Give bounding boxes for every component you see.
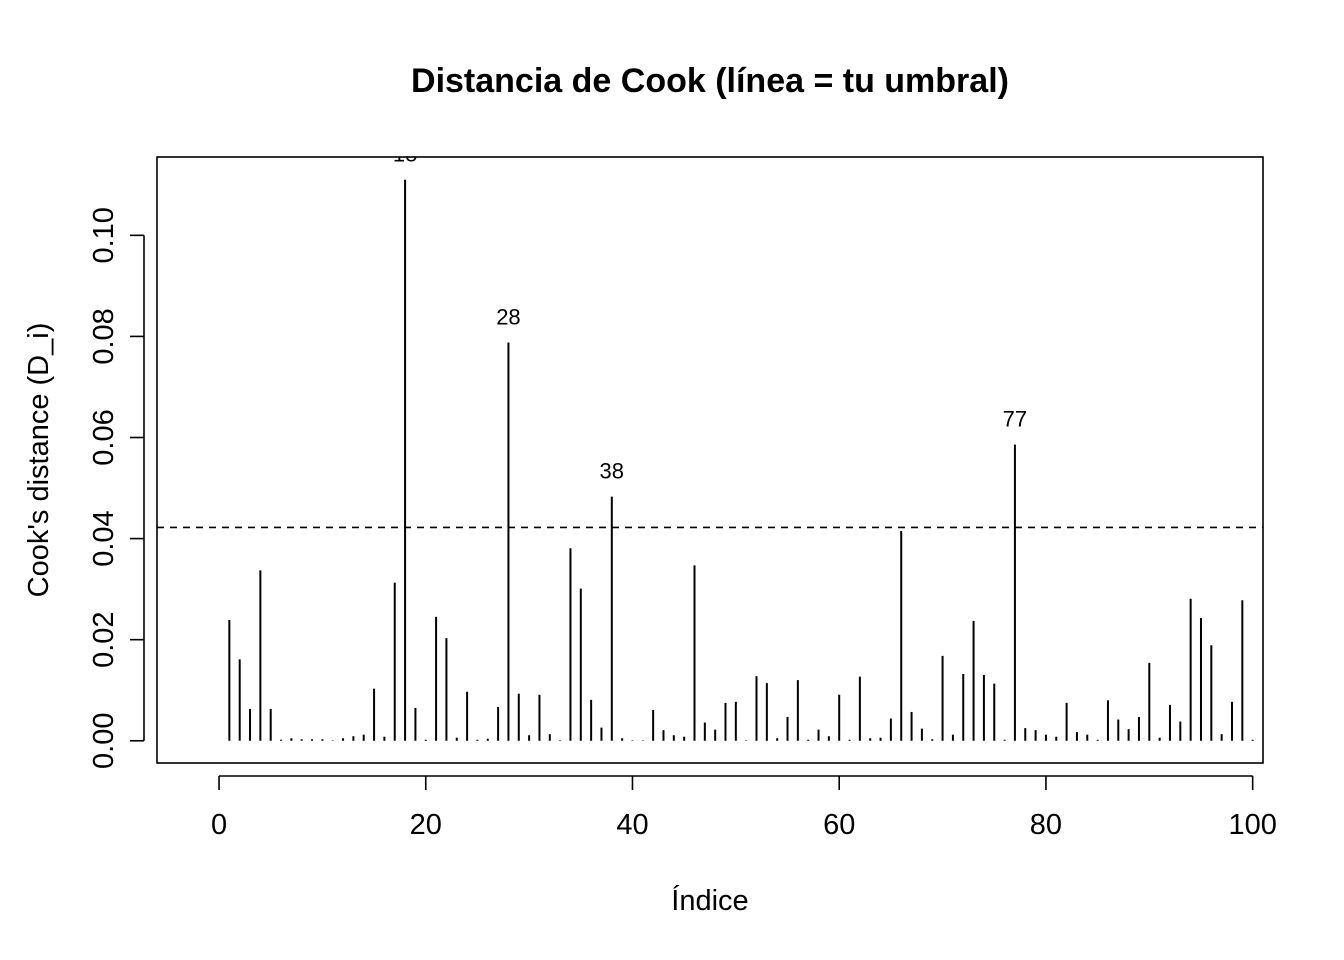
- x-axis-label: Índice: [671, 884, 748, 917]
- point-annotations: 18 28 38 77: [393, 142, 1027, 484]
- x-tick-label: 0: [211, 809, 227, 841]
- y-axis: 0.00 0.02 0.04 0.06 0.08 0.10: [88, 207, 145, 769]
- plot-frame: [156, 156, 1264, 764]
- y-axis-label: Cook's distance (D_i): [23, 323, 55, 598]
- x-axis: 0 20 40 60 80 100: [211, 775, 1277, 841]
- point-label: 38: [600, 459, 624, 484]
- x-tick-label: 80: [1030, 809, 1062, 841]
- x-tick-label: 100: [1228, 809, 1276, 841]
- y-tick-label: 0.00: [88, 713, 120, 769]
- chart-title: Distancia de Cook (línea = tu umbral): [411, 62, 1009, 100]
- point-label: 18: [393, 142, 417, 167]
- y-tick-label: 0.04: [88, 510, 120, 566]
- x-tick-label: 20: [410, 809, 442, 841]
- y-tick-label: 0.02: [88, 611, 120, 667]
- spike-series: [228, 179, 1254, 741]
- x-tick-label: 60: [823, 809, 855, 841]
- y-tick-label: 0.06: [88, 409, 120, 465]
- point-label: 77: [1003, 407, 1027, 432]
- y-tick-label: 0.08: [88, 308, 120, 364]
- y-tick-label: 0.10: [88, 207, 120, 263]
- point-label: 28: [496, 304, 520, 329]
- x-tick-label: 40: [616, 809, 648, 841]
